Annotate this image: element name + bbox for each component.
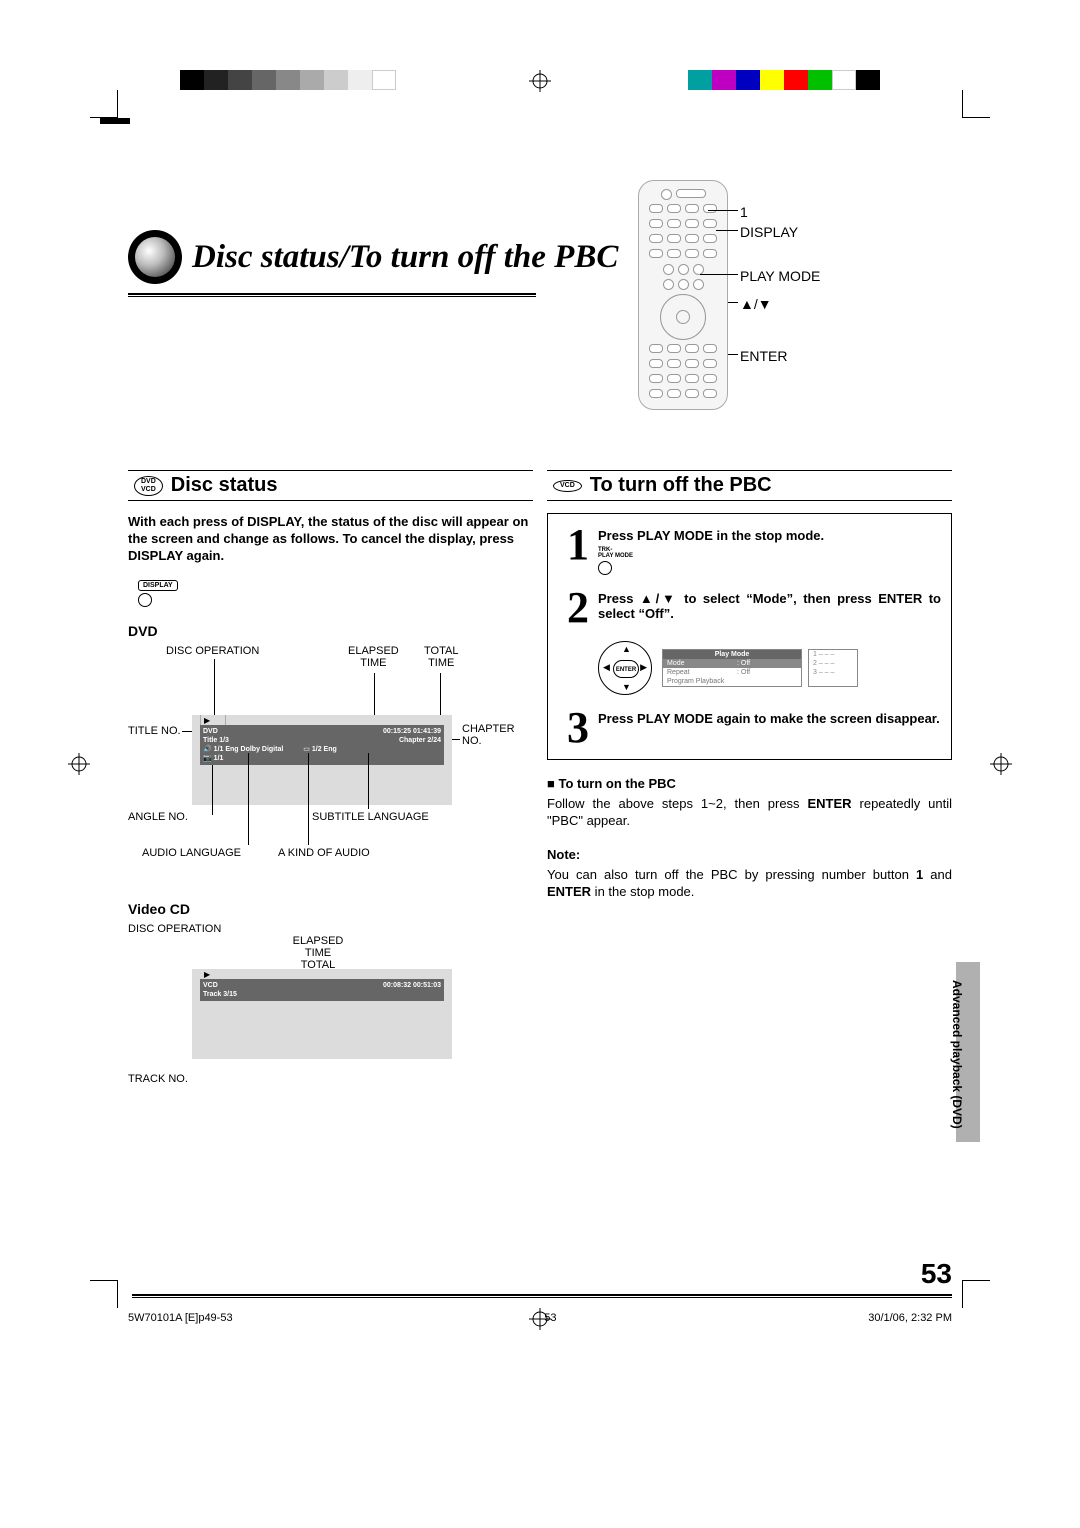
- section-label: Advanced playback (DVD): [950, 980, 964, 1129]
- manual-page: Disc status/To turn off the PBC 1 DISPLA…: [0, 0, 1080, 1528]
- crosshair-icon: [68, 753, 90, 775]
- registration-right: [990, 0, 1012, 1528]
- callout-1: 1: [740, 204, 748, 220]
- intro-text: With each press of DISPLAY, the status o…: [128, 513, 533, 564]
- footer-left: 5W70101A [E]p49-53: [128, 1312, 233, 1324]
- section-title: To turn off the PBC: [590, 474, 772, 497]
- callout-display: DISPLAY: [740, 224, 798, 240]
- step-2: 2 Press ▲/▼ to select “Mode”, then press…: [558, 589, 941, 627]
- color-bar: [688, 70, 880, 90]
- page-number: 53: [921, 1258, 952, 1290]
- turn-on-heading: ■ To turn on the PBC: [547, 776, 952, 791]
- vcd-badge: VCD: [553, 480, 582, 492]
- vcd-elapsed-label: ELAPSEDTIME: [128, 935, 508, 959]
- callout-enter: ENTER: [740, 348, 787, 364]
- vcd-diagram: DISC OPERATION ELAPSEDTIME TOTALTIME ▶ V…: [128, 923, 508, 1103]
- turn-on-body: Follow the above steps 1~2, then press E…: [547, 795, 952, 829]
- page-number-rule: [132, 1294, 952, 1298]
- footer-center: 53: [544, 1312, 556, 1324]
- crosshair-icon: [529, 70, 551, 92]
- display-button-illustration: DISPLAY: [138, 574, 533, 607]
- footer: 5W70101A [E]p49-53 53 30/1/06, 2:32 PM: [128, 1312, 952, 1324]
- step-1: 1 Press PLAY MODE in the stop mode. TRK-…: [558, 526, 941, 575]
- dvd-heading: DVD: [128, 623, 533, 639]
- callout-playmode: PLAY MODE: [740, 268, 820, 284]
- playmode-menu: Play Mode Mode: Off Repeat: Off Program …: [662, 649, 858, 687]
- chapter-no-label: CHAPTERNO.: [462, 723, 515, 747]
- crop-mark: [962, 90, 990, 118]
- page-title: Disc status/To turn off the PBC: [192, 239, 618, 276]
- note-body: You can also turn off the PBC by pressin…: [547, 866, 952, 900]
- crop-mark: [90, 1280, 118, 1308]
- note-heading: Note:: [547, 847, 952, 862]
- left-column: DVD VCD Disc status With each press of D…: [128, 470, 533, 1103]
- footer-right: 30/1/06, 2:32 PM: [868, 1312, 952, 1324]
- total-time-label: TOTALTIME: [424, 645, 458, 669]
- steps-box: 1 Press PLAY MODE in the stop mode. TRK-…: [547, 513, 952, 760]
- elapsed-time-label: ELAPSEDTIME: [348, 645, 399, 669]
- crop-mark: [962, 1280, 990, 1308]
- page-title-band: Disc status/To turn off the PBC: [128, 230, 618, 284]
- crosshair-icon: [990, 753, 1012, 775]
- playmode-illustration: ▲ ▼ ◀ ▶ ENTER Play Mode Mode: Off Repeat…: [598, 641, 941, 695]
- step-3: 3 Press PLAY MODE again to make the scre…: [558, 709, 941, 747]
- grayscale-bar: [180, 70, 396, 90]
- registration-top: [0, 70, 1080, 92]
- section-title: Disc status: [171, 474, 278, 497]
- section-disc-status: DVD VCD Disc status: [128, 470, 533, 501]
- dvd-diagram: DISC OPERATION ELAPSEDTIME TOTALTIME TIT…: [128, 645, 508, 885]
- title-underline: [128, 293, 536, 297]
- callout-arrows: ▲/▼: [740, 296, 772, 312]
- vcd-heading: Video CD: [128, 901, 533, 917]
- crop-mark: [90, 90, 118, 118]
- right-column: VCD To turn off the PBC 1 Press PLAY MOD…: [547, 470, 952, 900]
- nav-pad-icon: ▲ ▼ ◀ ▶ ENTER: [598, 641, 652, 695]
- page-mark: [100, 118, 130, 124]
- bullet-icon: [128, 230, 182, 284]
- remote-illustration: [638, 180, 728, 410]
- registration-left: [68, 0, 90, 1528]
- dvd-vcd-badge: DVD VCD: [134, 476, 163, 496]
- section-pbc: VCD To turn off the PBC: [547, 470, 952, 501]
